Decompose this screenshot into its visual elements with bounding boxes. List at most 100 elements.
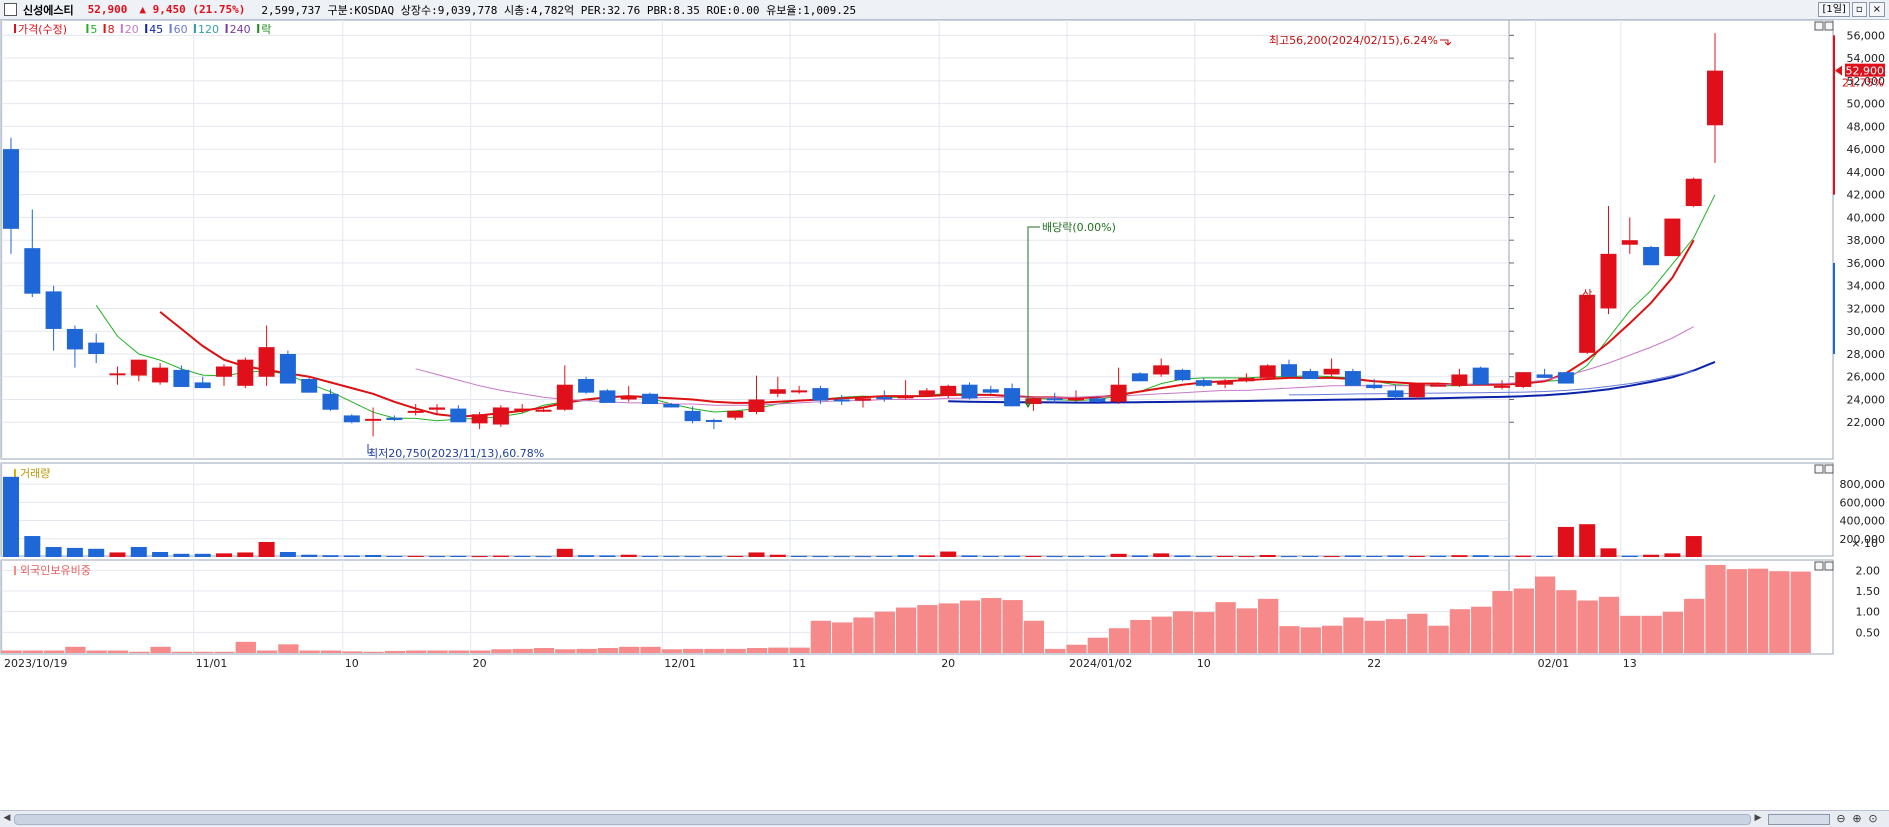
candle[interactable] [535, 408, 552, 413]
candle[interactable] [66, 325, 83, 368]
candle[interactable] [620, 385, 637, 402]
candle[interactable] [1195, 377, 1212, 387]
panel-close-icon[interactable] [1824, 21, 1834, 31]
candle[interactable] [429, 404, 445, 415]
candle[interactable] [727, 410, 744, 420]
candle[interactable] [279, 350, 296, 384]
candle[interactable] [450, 405, 467, 423]
candle[interactable] [258, 325, 275, 386]
candle[interactable] [1536, 368, 1553, 378]
candle[interactable] [812, 385, 829, 405]
horizontal-scrollbar[interactable]: ◀ ▶ ⊖ ⊕ ⊙ [0, 810, 1889, 827]
candle[interactable] [1259, 364, 1276, 381]
candle[interactable] [1344, 368, 1361, 386]
candle[interactable] [1089, 396, 1106, 405]
candle[interactable] [556, 365, 573, 411]
candle[interactable] [769, 376, 786, 398]
candle[interactable] [3, 137, 19, 254]
candle[interactable] [1131, 372, 1148, 382]
zoom-in-icon[interactable]: ⊕ [1852, 812, 1862, 825]
candle[interactable] [1046, 392, 1063, 403]
candle[interactable] [876, 390, 893, 402]
candle[interactable] [1600, 206, 1617, 315]
scrollbar-thumb[interactable] [14, 814, 1751, 825]
scroll-left-icon[interactable]: ◀ [3, 813, 11, 823]
candle[interactable] [1621, 217, 1638, 254]
candle[interactable] [1153, 358, 1170, 377]
candle[interactable] [1025, 397, 1042, 411]
candle[interactable] [109, 366, 126, 385]
candle[interactable] [1494, 380, 1510, 390]
candle[interactable] [1238, 373, 1255, 383]
candle[interactable] [130, 359, 147, 382]
panel-maximize-icon[interactable] [1814, 464, 1824, 474]
candle[interactable] [237, 357, 254, 389]
window-restore-icon[interactable]: ▫ [1851, 2, 1867, 17]
candle[interactable] [1707, 33, 1723, 163]
candle[interactable] [1430, 382, 1447, 387]
candle[interactable] [343, 414, 360, 424]
candle[interactable] [407, 404, 424, 416]
candle[interactable] [791, 385, 808, 394]
candle[interactable] [961, 382, 978, 400]
period-button[interactable]: [1일] [1818, 2, 1850, 17]
candle[interactable] [216, 364, 232, 386]
candle[interactable] [1217, 379, 1234, 389]
candle[interactable] [1174, 368, 1191, 382]
candle[interactable] [1579, 294, 1596, 354]
candle[interactable] [982, 385, 999, 394]
panel-maximize-icon[interactable] [1814, 561, 1824, 571]
stock-chart[interactable]: 22,000 24,000 26,000 28,000 30,000 32,000 34,0… [0, 20, 1889, 810]
candle[interactable] [45, 285, 62, 351]
panel-checkbox[interactable] [4, 3, 17, 16]
candle[interactable] [642, 392, 658, 405]
candle[interactable] [1323, 358, 1340, 378]
candle[interactable] [301, 377, 318, 393]
candle[interactable] [514, 404, 531, 414]
panel-close-icon[interactable] [1824, 464, 1834, 474]
candle[interactable] [152, 363, 169, 385]
panel-maximize-icon[interactable] [1814, 21, 1824, 31]
candle[interactable] [173, 365, 190, 387]
candle[interactable] [1664, 218, 1681, 257]
candle[interactable] [1451, 368, 1468, 387]
candle[interactable] [833, 394, 850, 406]
candle[interactable] [855, 396, 871, 408]
candle[interactable] [386, 415, 403, 422]
candle[interactable] [684, 406, 701, 424]
candle[interactable] [1366, 379, 1383, 390]
close-icon[interactable]: × [1868, 2, 1885, 17]
candle[interactable] [748, 375, 765, 415]
candle[interactable] [1685, 177, 1702, 208]
candle[interactable] [471, 412, 488, 430]
candle[interactable] [918, 388, 935, 397]
candle[interactable] [88, 333, 105, 364]
candle[interactable] [322, 389, 339, 411]
candle[interactable] [24, 209, 41, 298]
candle[interactable] [194, 376, 211, 389]
candle[interactable] [1557, 372, 1574, 384]
panel-close-icon[interactable] [1824, 561, 1834, 571]
candle[interactable] [1110, 367, 1127, 405]
candle[interactable] [492, 405, 509, 427]
candle[interactable] [940, 384, 957, 399]
candle[interactable] [1515, 372, 1532, 389]
candle[interactable] [1004, 383, 1021, 407]
candle[interactable] [599, 389, 616, 403]
candle[interactable] [1472, 366, 1489, 385]
candle[interactable] [1068, 390, 1084, 402]
candle[interactable] [705, 418, 722, 430]
scroll-right-icon[interactable]: ▶ [1754, 813, 1762, 823]
candle[interactable] [365, 407, 382, 437]
candle[interactable] [578, 376, 595, 394]
zoom-reset-icon[interactable]: ⊙ [1868, 812, 1878, 825]
candle[interactable] [663, 402, 680, 408]
candle[interactable] [897, 380, 914, 400]
candle[interactable] [1302, 368, 1319, 380]
candle[interactable] [1281, 359, 1297, 377]
candle[interactable] [1408, 383, 1425, 400]
candle[interactable] [1643, 245, 1660, 266]
zoom-out-icon[interactable]: ⊖ [1836, 812, 1846, 825]
candle[interactable] [1387, 384, 1404, 400]
overview-slider[interactable] [1768, 814, 1830, 825]
